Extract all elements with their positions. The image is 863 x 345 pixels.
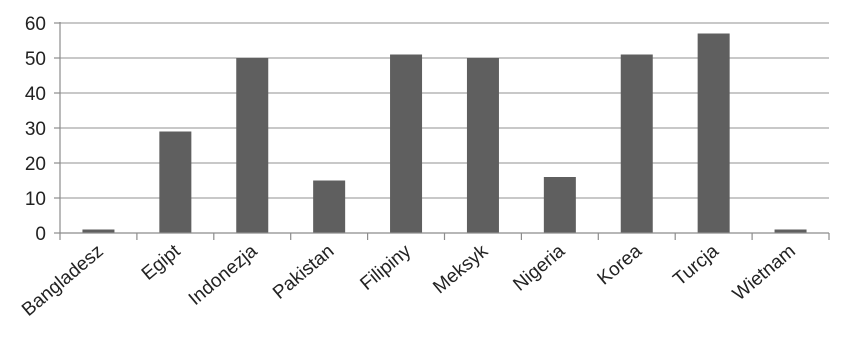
bar-wietnam bbox=[774, 229, 807, 233]
y-tick-label: 0 bbox=[35, 224, 46, 245]
y-tick-label: 20 bbox=[25, 154, 46, 175]
bar-egipt bbox=[159, 131, 192, 233]
bar-indonezja bbox=[236, 58, 269, 233]
y-tick-label: 10 bbox=[25, 189, 46, 210]
x-tick-label-bangladesz: Bangladesz bbox=[18, 241, 108, 321]
x-tick-label-wietnam: Wietnam bbox=[729, 241, 800, 305]
bar-turcja bbox=[697, 33, 730, 233]
y-tick-label: 60 bbox=[25, 14, 46, 35]
x-tick-label-egipt: Egipt bbox=[138, 240, 185, 284]
x-tick-label-turcja: Turcja bbox=[669, 240, 723, 290]
bar-pakistan bbox=[313, 180, 346, 233]
x-tick-label-pakistan: Pakistan bbox=[269, 241, 338, 304]
x-tick-label-filipiny: Filipiny bbox=[356, 240, 415, 294]
axes bbox=[54, 22, 830, 240]
bar-meksyk bbox=[466, 58, 499, 233]
y-tick-label: 50 bbox=[25, 49, 46, 70]
y-tick-label: 40 bbox=[25, 84, 46, 105]
bar-filipiny bbox=[390, 54, 423, 233]
bar-bangladesz bbox=[82, 229, 115, 233]
y-tick-label: 30 bbox=[25, 119, 46, 140]
x-tick-label-meksyk: Meksyk bbox=[429, 240, 492, 298]
bars bbox=[82, 33, 807, 233]
bar-nigeria bbox=[543, 177, 576, 233]
bar-korea bbox=[620, 54, 653, 233]
x-tick-label-nigeria: Nigeria bbox=[509, 240, 569, 295]
x-tick-label-korea: Korea bbox=[594, 240, 647, 289]
x-tick-label-indonezja: Indonezja bbox=[185, 240, 262, 309]
